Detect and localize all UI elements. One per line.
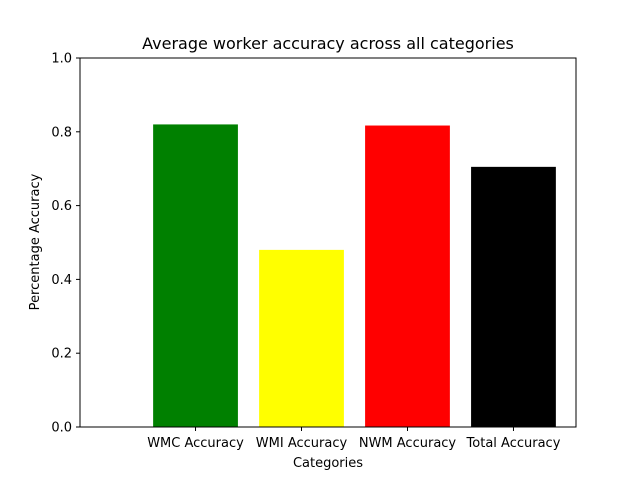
bar-wmi-accuracy [259, 249, 344, 427]
y-axis-ticks: 0.0 0.2 0.4 0.6 0.8 1.0 [51, 52, 80, 436]
y-tick-label: 1.0 [51, 52, 72, 67]
plot-frame [79, 57, 577, 428]
y-tick-label: 0.8 [51, 125, 72, 140]
y-axis-label: Percentage Accuracy [28, 173, 43, 310]
x-tick-label: NWM Accuracy [359, 436, 457, 451]
bar-total-accuracy [471, 166, 556, 428]
bar-nwm-accuracy [365, 125, 450, 427]
y-tick-label: 0.6 [51, 199, 72, 214]
chart-title: Average worker accuracy across all categ… [142, 34, 514, 53]
x-tick-label: WMC Accuracy [147, 436, 244, 451]
x-axis-label: Categories [293, 456, 363, 471]
bar-wmc-accuracy [153, 124, 238, 428]
x-tick-label: Total Accuracy [466, 436, 561, 451]
x-tick-label: WMI Accuracy [256, 436, 348, 451]
y-tick-label: 0.2 [51, 347, 72, 362]
y-tick-label: 0.4 [51, 273, 72, 288]
y-tick-label: 0.0 [51, 421, 72, 436]
bars-group [153, 124, 556, 428]
x-axis-ticks: WMC Accuracy WMI Accuracy NWM Accuracy Tota… [147, 427, 561, 451]
